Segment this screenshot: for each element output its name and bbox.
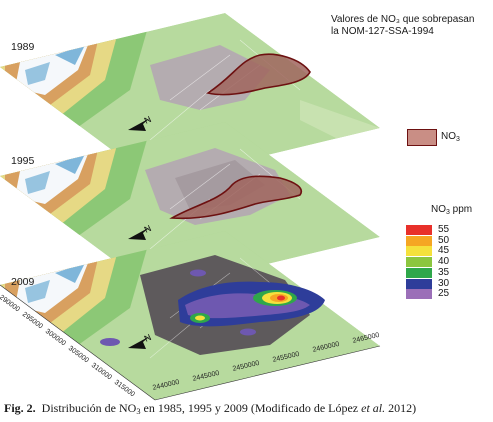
- scale-legend-swatch: [406, 278, 432, 289]
- scale-legend-value: 40: [438, 256, 450, 268]
- scale-legend-entry: 40: [406, 256, 486, 268]
- caption-text-a: Distribución de NO: [35, 401, 137, 415]
- north-arrow-1989: N: [128, 114, 153, 131]
- year-label-2009: 2009: [11, 276, 35, 288]
- scale-legend-swatch: [406, 225, 432, 235]
- layer-1989: N: [0, 13, 380, 182]
- scale-legend-swatch: [406, 267, 432, 278]
- nitrate-legend-label: NO3: [441, 131, 460, 143]
- figure-caption: Fig. 2. Distribución de NO3 en 1985, 199…: [4, 401, 416, 416]
- north-label: N: [143, 332, 153, 344]
- caption-italic: et al.: [361, 401, 386, 415]
- title-line-1: Valores de NO₃ que sobrepasan: [331, 14, 475, 25]
- nitrate-legend-swatch: [407, 129, 437, 146]
- scale-legend-swatch: [406, 257, 432, 268]
- map-title: Valores de NO₃ que sobrepasan la NOM-127…: [331, 14, 474, 38]
- north-arrow-2009: N: [128, 332, 153, 349]
- scale-legend-value: 50: [438, 234, 450, 246]
- scale-legend-value: 45: [438, 245, 450, 257]
- nitrate-concentration-2009: [100, 269, 325, 346]
- scale-legend-value: 55: [438, 224, 450, 235]
- caption-label: Fig. 2.: [4, 401, 36, 415]
- nitrate-zone-1989: [206, 53, 311, 96]
- scale-legend-swatch: [406, 289, 432, 300]
- year-label-1995: 1995: [11, 155, 35, 167]
- north-arrow-1995: N: [128, 223, 153, 240]
- scale-legend-value: 35: [438, 266, 450, 278]
- scale-legend-entry: 55: [406, 224, 486, 235]
- layer-2009: N: [0, 231, 381, 401]
- caption-sub: 3: [136, 407, 141, 416]
- scale-legend-entry: 30: [406, 277, 486, 289]
- scale-legend-swatch: [406, 246, 432, 257]
- scale-legend-entry: 50: [406, 234, 486, 246]
- north-label: N: [143, 114, 153, 126]
- scale-legend-swatch: [406, 235, 432, 246]
- year-label-1989: 1989: [11, 41, 35, 53]
- scale-legend-value: 25: [438, 288, 450, 300]
- caption-text-c: 2012): [385, 401, 417, 415]
- caption-text-b: en 1985, 1995 y 2009 (Modificado de Lópe…: [140, 401, 362, 415]
- scale-legend-title: NO3 ppm: [431, 204, 473, 216]
- title-line-2: la NOM-127-SSA-1994: [331, 26, 434, 37]
- scale-legend-entry: 25: [406, 288, 486, 300]
- nitrate-zone-1995: [169, 175, 302, 220]
- scale-legend-entry: 35: [406, 266, 486, 278]
- scale-legend-entry: 45: [406, 245, 486, 257]
- scale-legend-value: 30: [438, 277, 450, 289]
- north-label: N: [143, 223, 153, 235]
